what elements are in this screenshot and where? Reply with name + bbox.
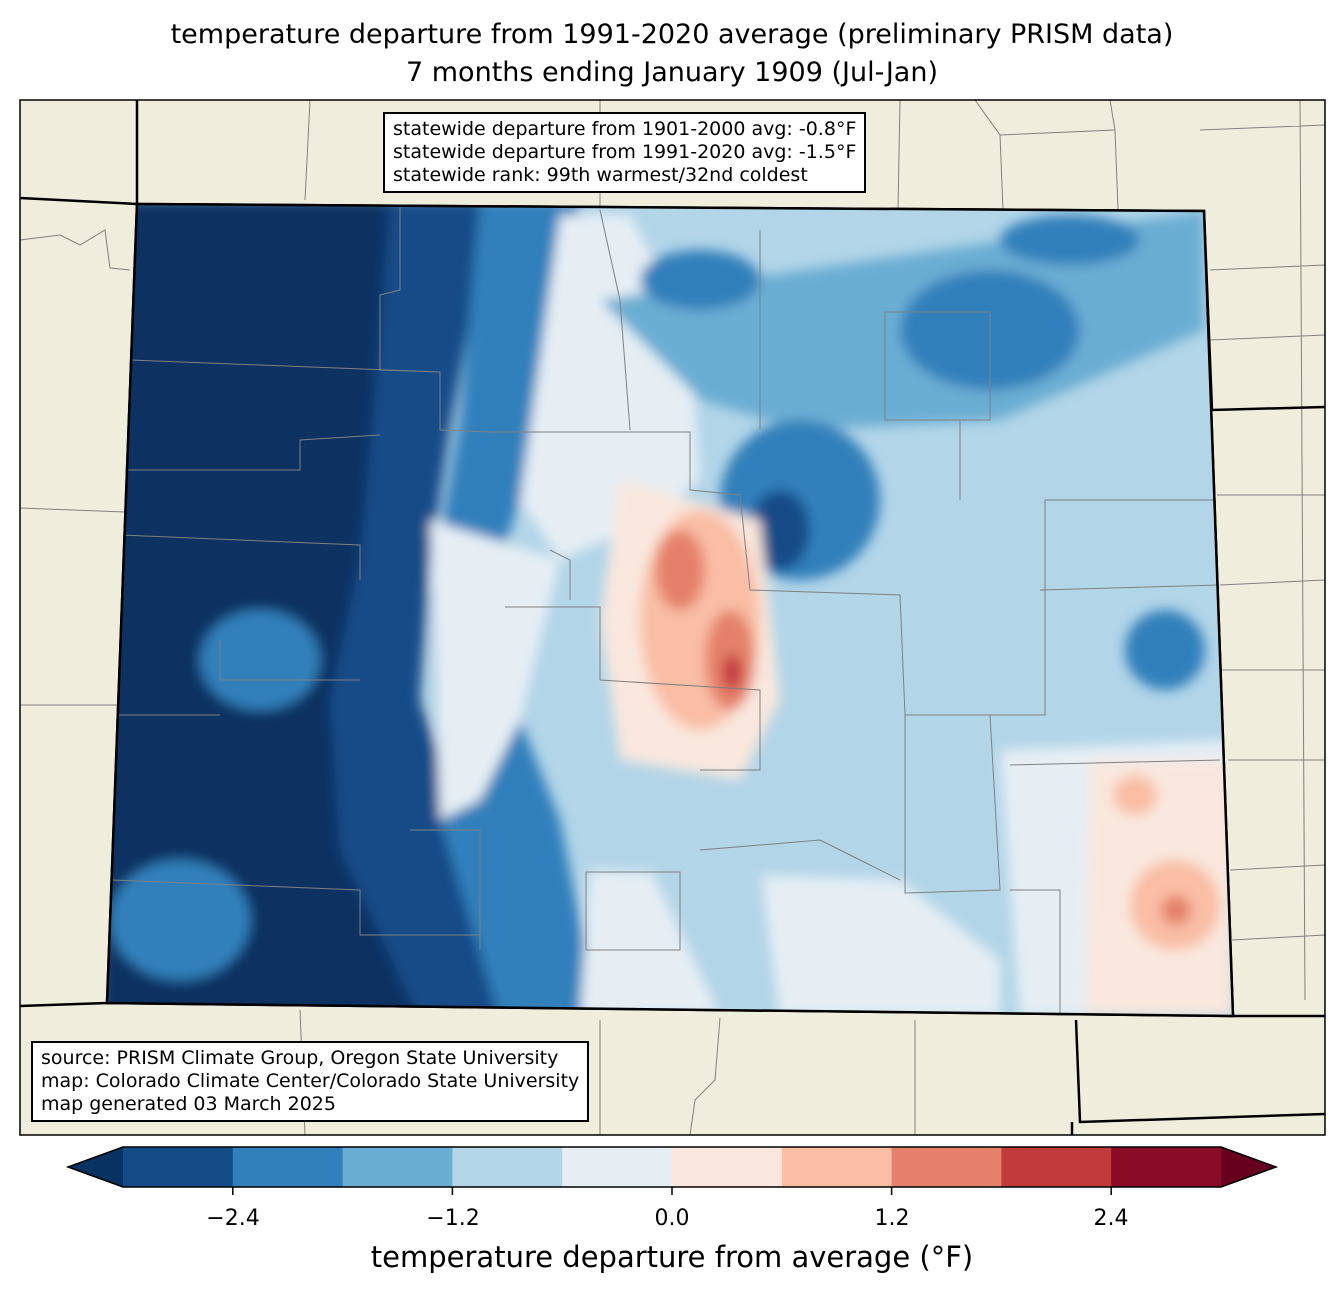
colorbar-tick-label: 0.0 — [654, 1206, 690, 1231]
colorbar-bin — [781, 1147, 893, 1187]
source-line-1: source: PRISM Climate Group, Oregon Stat… — [41, 1047, 559, 1069]
stats-line-1: statewide departure from 1901-2000 avg: … — [393, 118, 857, 140]
source-line-3: map generated 03 March 2025 — [41, 1093, 336, 1115]
statewide-stats-box: statewide departure from 1901-2000 avg: … — [383, 112, 867, 193]
colorbar-extend-high — [1221, 1147, 1276, 1187]
colorbar-tick-label: 2.4 — [1093, 1206, 1129, 1231]
colorbar-tick-label: −2.4 — [206, 1206, 260, 1231]
colorbar-extend-low — [68, 1147, 123, 1187]
stats-line-2: statewide departure from 1991-2020 avg: … — [393, 141, 857, 163]
colorbar-bin — [891, 1147, 1002, 1187]
colorbar-bin — [452, 1147, 563, 1187]
colorbar-bin — [562, 1147, 673, 1187]
title-line-2: 7 months ending January 1909 (Jul-Jan) — [406, 57, 938, 88]
map-frame — [19, 99, 1326, 1136]
colorbar — [65, 1146, 1279, 1195]
county-lines — [111, 204, 1221, 1016]
title-line-1: temperature departure from 1991-2020 ave… — [170, 19, 1174, 50]
colorbar-label: temperature departure from average (°F) — [370, 1240, 974, 1274]
colorbar-bin — [672, 1147, 783, 1187]
source-box: source: PRISM Climate Group, Oregon Stat… — [31, 1041, 590, 1122]
stats-line-3: statewide rank: 99th warmest/32nd coldes… — [393, 164, 808, 186]
colorbar-bin — [1111, 1147, 1222, 1187]
colorbar-outline — [65, 1146, 1279, 1188]
colorbar-bin — [232, 1147, 344, 1187]
colorbar-bin — [1001, 1147, 1112, 1187]
temperature-field — [107, 204, 1233, 1016]
colorbar-tick-label: 1.2 — [874, 1206, 910, 1231]
source-line-2: map: Colorado Climate Center/Colorado St… — [41, 1070, 580, 1092]
neighbor-state-lines — [19, 99, 1326, 1136]
colorado-border — [105, 202, 1235, 1018]
colorbar-bin — [123, 1147, 234, 1187]
colorbar-tick-label: −1.2 — [426, 1206, 480, 1231]
colorbar-bin — [342, 1147, 453, 1187]
